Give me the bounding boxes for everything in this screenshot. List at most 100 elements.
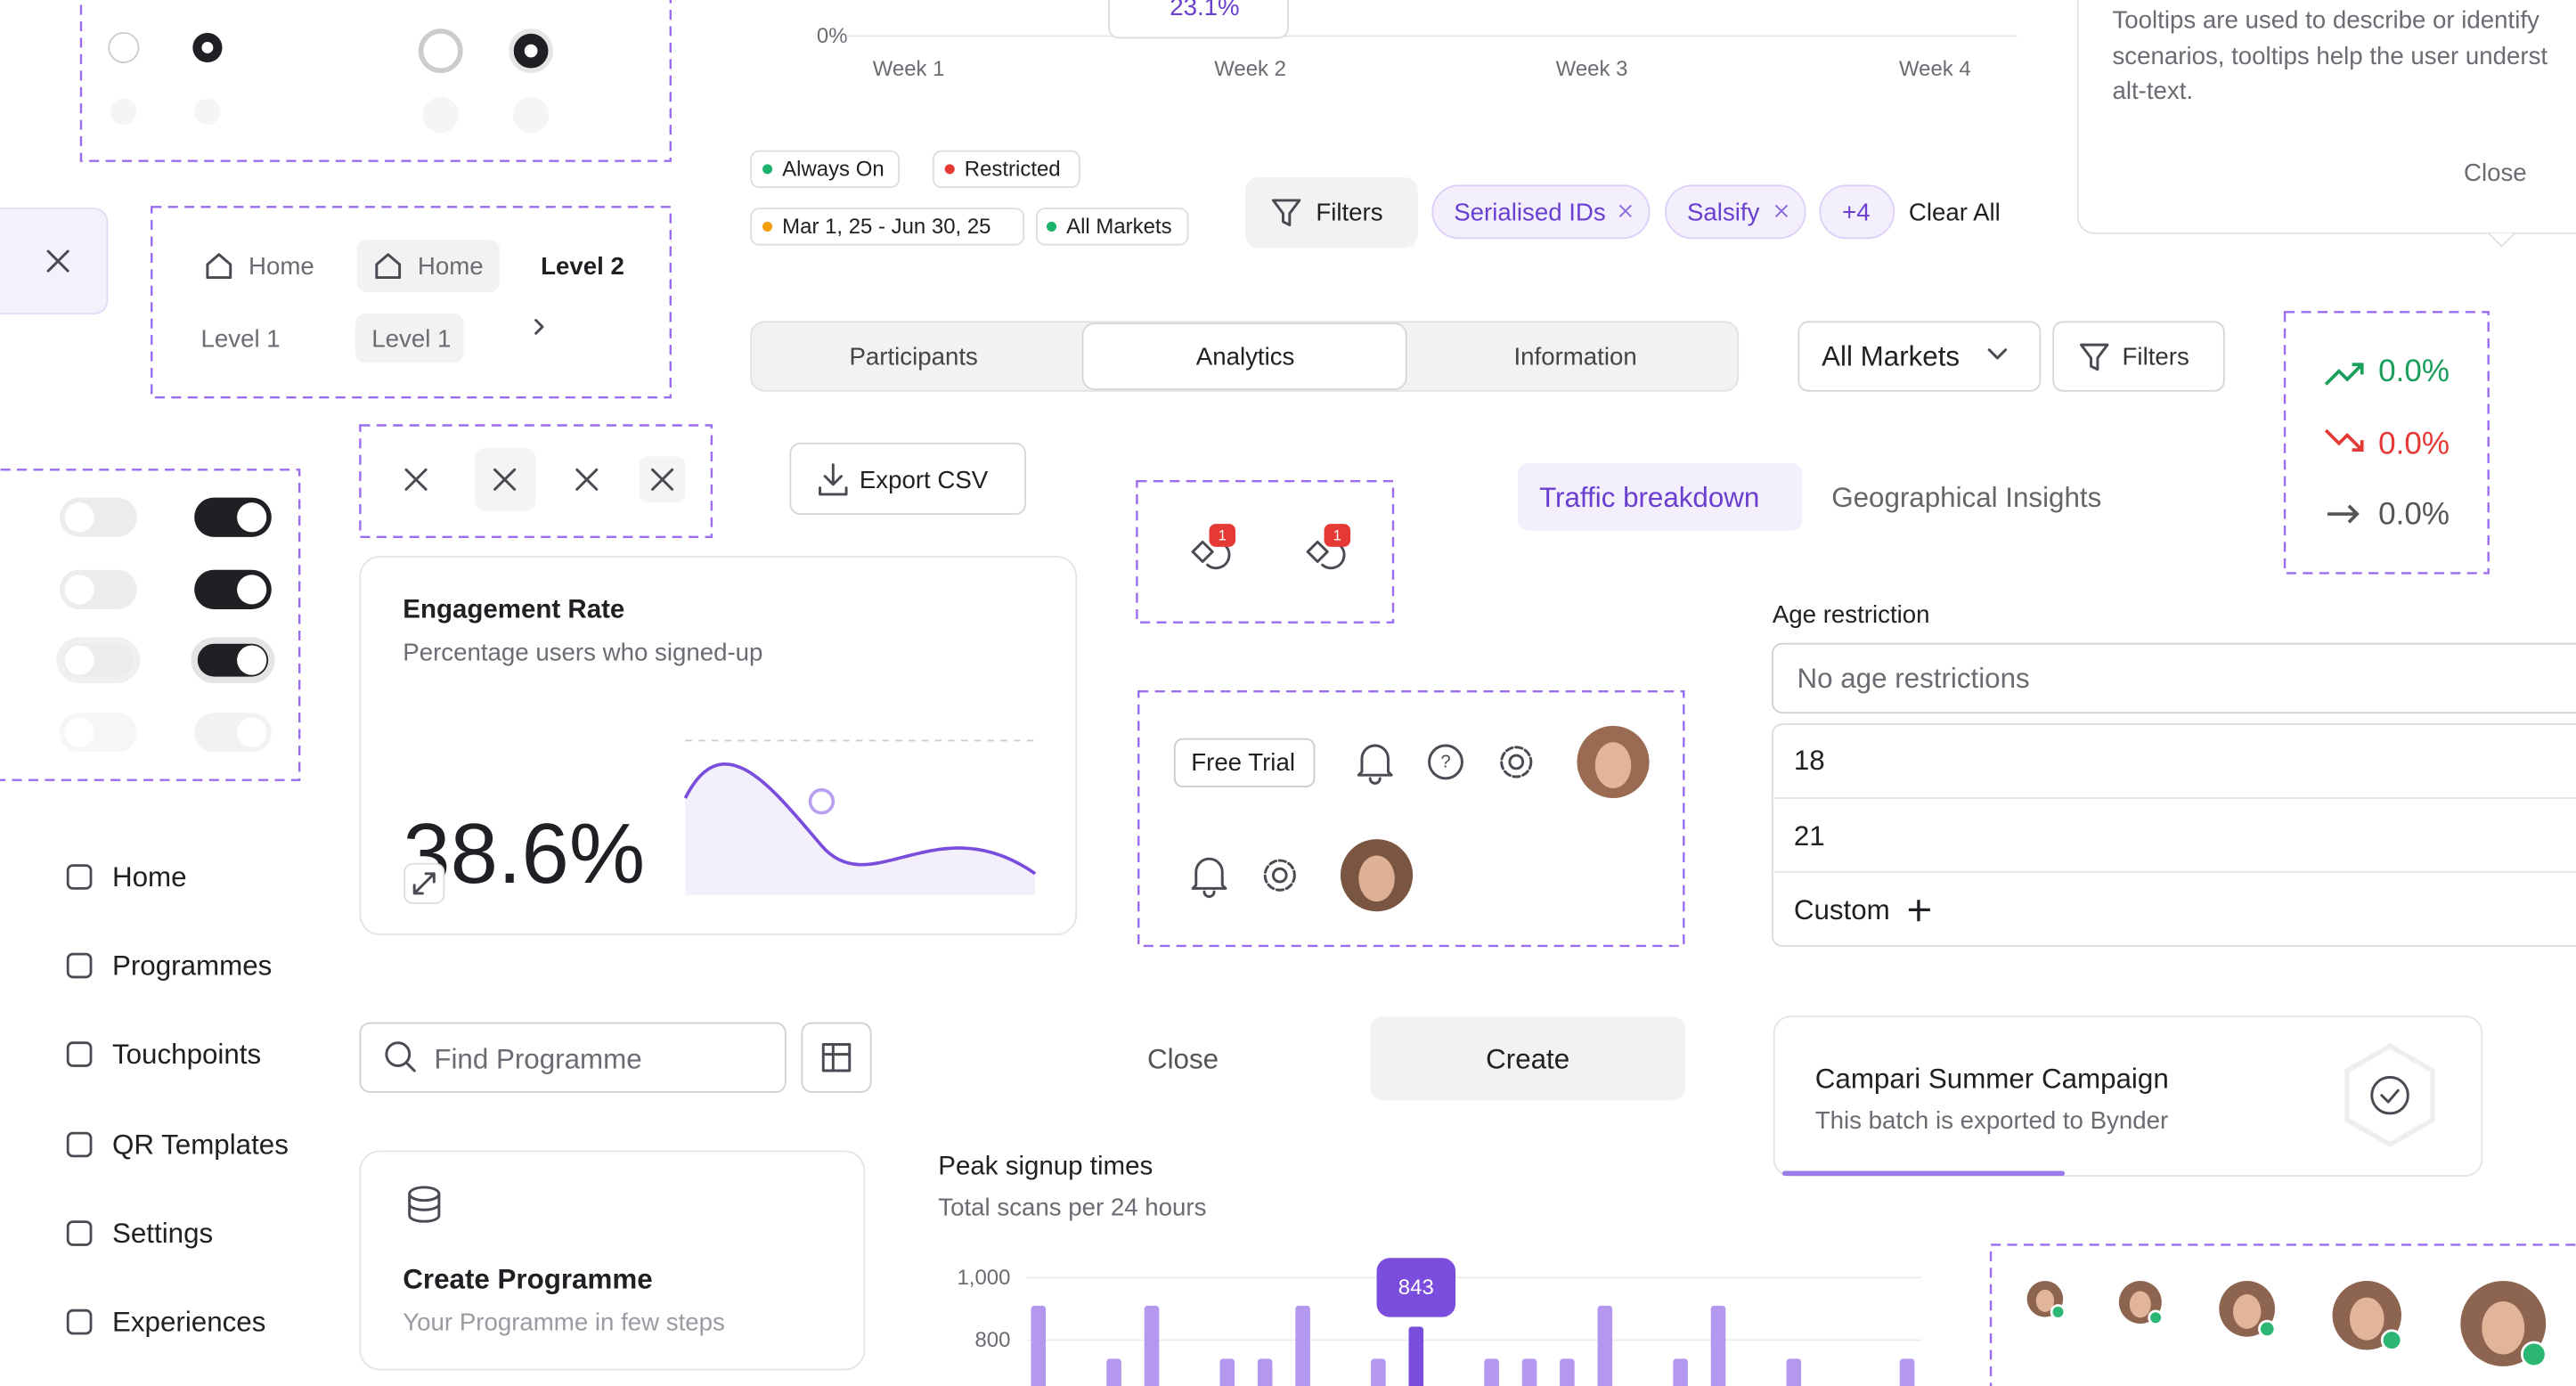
- toggle-knob: [64, 575, 94, 605]
- progress-bar: [1781, 1170, 2066, 1177]
- nav-item[interactable]: QR Templates: [112, 1129, 289, 1160]
- avatar-face: [1358, 855, 1395, 902]
- radio-dot: [524, 44, 538, 58]
- option[interactable]: Custom: [1794, 894, 1890, 925]
- table-settings-button[interactable]: [801, 1022, 872, 1093]
- chart-tooltip: [1108, 0, 1289, 39]
- tab[interactable]: Traffic breakdown: [1539, 482, 1759, 513]
- x-tick-label: Week 3: [1556, 57, 1628, 81]
- tab[interactable]: Information: [1513, 343, 1636, 371]
- bar: [1031, 1305, 1047, 1386]
- tag-dot: [944, 164, 955, 175]
- breadcrumb: Level 1: [371, 324, 451, 352]
- home-icon: [375, 253, 402, 280]
- option[interactable]: 21: [1794, 820, 1825, 852]
- free-trial-button[interactable]: [1173, 738, 1316, 788]
- bar: [1408, 1326, 1424, 1386]
- search-input[interactable]: [359, 1022, 787, 1093]
- x-tick-label: Week 2: [1214, 57, 1286, 81]
- nav-icon: [66, 1131, 93, 1158]
- avatar-face: [1594, 742, 1632, 788]
- check-icon: [2380, 1088, 2400, 1104]
- toggle-group: [0, 469, 301, 781]
- filter-icon: [2079, 343, 2109, 371]
- avatar-face: [2232, 1294, 2262, 1329]
- bar: [1219, 1358, 1235, 1386]
- export-button[interactable]: Export CSV: [789, 442, 1026, 515]
- breadcrumb-bg: [355, 314, 464, 363]
- y-tick-label: 800: [974, 1328, 1010, 1352]
- button-bg: [789, 442, 1026, 515]
- close-button[interactable]: Close: [1147, 1044, 1219, 1075]
- filters-button[interactable]: [2052, 321, 2225, 392]
- radio-disabled: [194, 98, 221, 126]
- filters-button[interactable]: Filters: [1245, 177, 1418, 249]
- nav-icon: [66, 864, 93, 890]
- select-input[interactable]: [1771, 642, 2576, 714]
- search-icon: [385, 1041, 412, 1067]
- home-icon: [206, 253, 232, 280]
- breadcrumb: Level 1: [201, 324, 281, 352]
- bell-icon: [1357, 744, 1393, 785]
- trend-value: 0.0%: [2378, 426, 2450, 461]
- avatar-face: [2035, 1289, 2055, 1312]
- create-button[interactable]: [1370, 1016, 1686, 1101]
- bar: [1371, 1358, 1386, 1386]
- tag: [750, 208, 1025, 246]
- avatar-face: [2129, 1291, 2151, 1318]
- market-select[interactable]: [1797, 321, 2042, 392]
- button-bg: [1245, 177, 1418, 249]
- option[interactable]: 18: [1794, 745, 1825, 776]
- tab[interactable]: Geographical Insights: [1831, 482, 2101, 513]
- tooltip-pointer: [2488, 232, 2515, 248]
- status-indicator: [2148, 1309, 2164, 1325]
- clear-all[interactable]: Clear All: [1909, 198, 2001, 225]
- button-label: Filters: [1316, 198, 1382, 225]
- avatar-face: [2482, 1301, 2525, 1355]
- tooltip-text: alt-text.: [2112, 77, 2193, 104]
- close-icon: [46, 249, 69, 273]
- close-button[interactable]: [0, 208, 109, 315]
- bell-icon: [1191, 857, 1227, 898]
- filter-icon: [1271, 199, 1301, 227]
- plus-icon: [1908, 900, 1930, 922]
- tag-dot: [1046, 221, 1057, 232]
- chip-label: +4: [1842, 198, 1871, 225]
- bar: [1521, 1358, 1537, 1386]
- card-title: Create Programme: [403, 1264, 652, 1295]
- badge-count: 1: [1333, 527, 1341, 544]
- tag: [932, 150, 1080, 189]
- chip: [1665, 184, 1806, 240]
- card-subtitle: Your Programme in few steps: [403, 1309, 725, 1336]
- avatar-face: [2349, 1297, 2384, 1341]
- radio-disabled: [512, 96, 550, 134]
- chip-label: Serialised IDs: [1454, 198, 1606, 225]
- toggle-knob: [64, 717, 94, 747]
- tooltip-close[interactable]: Close: [2464, 159, 2527, 186]
- nav-item[interactable]: Programmes: [112, 950, 272, 982]
- sparkline-area: [685, 763, 1036, 895]
- tab[interactable]: Participants: [849, 343, 977, 371]
- tooltip-value: 23.1%: [1170, 0, 1239, 20]
- breadcrumb: Home: [249, 252, 314, 280]
- button-label: Free Trial: [1191, 748, 1295, 776]
- close-icons: [404, 468, 674, 491]
- radio-group: [79, 0, 673, 162]
- button-label: Filters: [2123, 343, 2189, 371]
- toggle-knob: [237, 575, 267, 605]
- nav-item[interactable]: Touchpoints: [112, 1039, 261, 1070]
- radio-disabled: [110, 98, 137, 126]
- nav-item[interactable]: Experiences: [112, 1307, 265, 1338]
- nav-item[interactable]: Settings: [112, 1218, 213, 1249]
- bar: [1560, 1358, 1575, 1386]
- chart-subtitle: Total scans per 24 hours: [938, 1194, 1206, 1221]
- nav-item[interactable]: Home: [112, 861, 187, 893]
- avatar-group: [1989, 1243, 2576, 1386]
- tag-label: Restricted: [965, 157, 1061, 181]
- trend-down-icon: [2324, 428, 2364, 452]
- bar-tooltip: [1376, 1258, 1456, 1317]
- check-icon: [2370, 1075, 2409, 1115]
- tab[interactable]: Analytics: [1196, 343, 1295, 371]
